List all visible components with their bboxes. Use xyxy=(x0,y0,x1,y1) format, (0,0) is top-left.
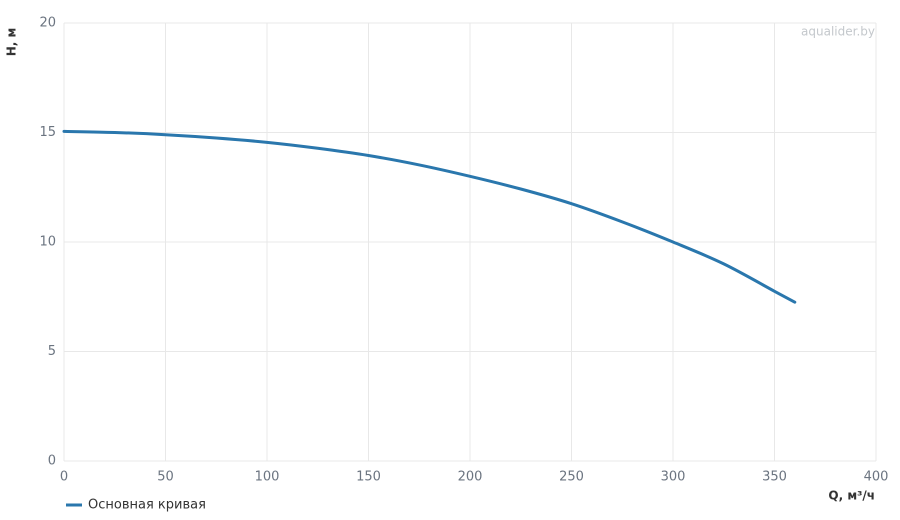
y-axis-label: H, м xyxy=(5,28,19,57)
x-tick-label: 0 xyxy=(60,470,68,485)
x-tick-label: 50 xyxy=(157,470,174,485)
x-tick-label: 350 xyxy=(762,470,787,485)
x-tick-label: 250 xyxy=(559,470,584,485)
x-tick-label: 200 xyxy=(458,470,483,485)
watermark: aqualider.by xyxy=(801,25,875,39)
line-series xyxy=(62,129,797,304)
y-tick-label: 15 xyxy=(39,125,56,140)
y-tick-label: 0 xyxy=(48,454,56,469)
x-tick-label: 150 xyxy=(356,470,381,485)
y-tick-label: 20 xyxy=(39,16,56,31)
x-tick-label: 400 xyxy=(864,470,889,485)
legend-label: Основная кривая xyxy=(88,498,206,513)
x-axis-label: Q, м³/ч xyxy=(828,489,875,503)
y-tick-label: 10 xyxy=(39,235,56,250)
x-tick-label: 100 xyxy=(255,470,280,485)
y-tick-label: 5 xyxy=(48,344,56,359)
x-tick-label: 300 xyxy=(661,470,686,485)
